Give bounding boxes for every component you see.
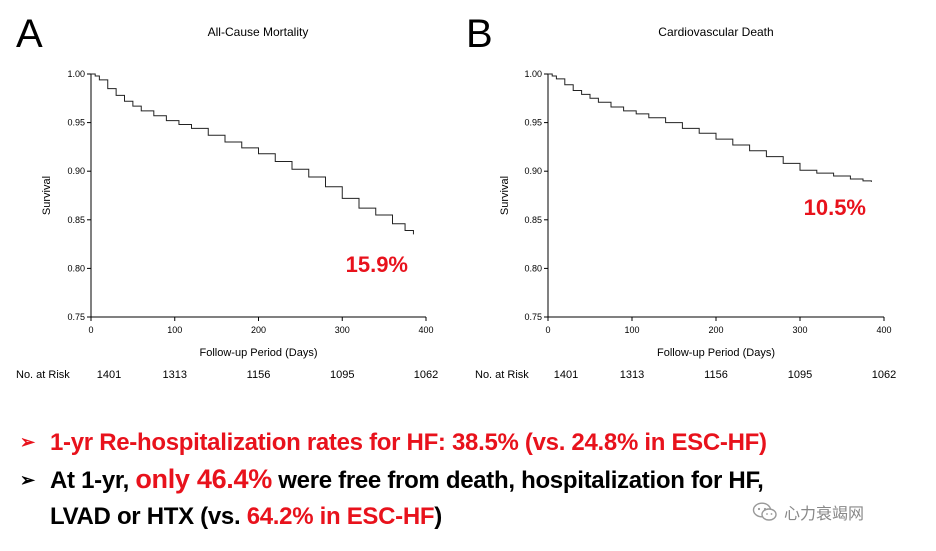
watermark-text: 心力衰竭网	[784, 506, 865, 523]
at-risk-value: 1095	[330, 369, 354, 381]
bullet-event-free-pre: At 1-yr,	[50, 467, 136, 494]
at-risk-value: 1095	[788, 369, 812, 381]
x-tick-label: 400	[418, 325, 433, 335]
x-tick-label: 100	[167, 325, 182, 335]
x-axis-title: Follow-up Period (Days)	[657, 347, 775, 359]
y-tick-label: 0.95	[67, 118, 85, 128]
x-tick-label: 400	[876, 325, 891, 335]
summary-bullets: ➢ 1-yr Re-hospitalization rates for HF: 3…	[20, 424, 920, 535]
at-risk-value: 1156	[247, 369, 271, 381]
y-tick-label: 0.90	[524, 166, 542, 176]
at-risk-value: 1401	[97, 369, 121, 381]
arrow-bullet-icon: ➢	[20, 432, 35, 452]
mortality-annotation: 15.9%	[346, 252, 408, 277]
survival-curve	[548, 73, 872, 182]
y-tick-label: 0.75	[67, 312, 85, 322]
at-risk-value: 1156	[704, 369, 728, 381]
watermark: 心力衰竭网	[752, 500, 864, 524]
y-tick-label: 0.95	[524, 118, 542, 128]
chart-title: Cardiovascular Death	[658, 25, 773, 39]
y-tick-label: 0.85	[67, 215, 85, 225]
bullet-rehospitalization: ➢ 1-yr Re-hospitalization rates for HF: 3…	[20, 424, 920, 461]
panel-a-letter: A	[16, 12, 43, 56]
bullet-event-free-highlight: only 46.4%	[135, 464, 272, 494]
y-tick-label: 1.00	[524, 69, 542, 79]
bullet-continued-post: )	[434, 503, 442, 530]
x-tick-label: 200	[251, 325, 266, 335]
at-risk-value: 1313	[163, 369, 187, 381]
at-risk-value: 1062	[414, 369, 438, 381]
y-tick-label: 0.80	[67, 263, 85, 273]
bullet-continued-pre: LVAD or HTX (vs.	[50, 503, 247, 530]
panel-b-letter: B	[466, 12, 493, 56]
arrow-bullet-icon: ➢	[20, 470, 35, 490]
chart-cardiovascular-death: Cardiovascular Death 1.00 0.95 0.90 0.85 0.80…	[475, 25, 896, 381]
chart-title: All-Cause Mortality	[208, 25, 309, 39]
y-axis-title: Survival	[41, 176, 53, 215]
x-tick-label: 300	[792, 325, 807, 335]
x-tick-label: 0	[88, 325, 93, 335]
bullet-event-free: ➢ At 1-yr, only 46.4% were free from deat…	[20, 461, 920, 499]
wechat-icon	[752, 502, 777, 521]
at-risk-value: 1313	[620, 369, 644, 381]
bullet-event-free-continued: LVAD or HTX (vs. 64.2% in ESC-HF)	[20, 499, 920, 535]
x-tick-label: 100	[624, 325, 639, 335]
bullet-event-free-post: were free from death, hospitalization fo…	[271, 467, 764, 494]
x-tick-label: 0	[545, 325, 550, 335]
y-tick-label: 1.00	[67, 69, 85, 79]
chart-all-cause-mortality: All-Cause Mortality 1.00 0.95 0.90 0.85 0.80 0…	[16, 25, 438, 381]
x-tick-label: 300	[335, 325, 350, 335]
survival-curve	[91, 73, 414, 235]
at-risk-value: 1401	[554, 369, 578, 381]
y-tick-label: 0.90	[67, 166, 85, 176]
x-tick-label: 200	[708, 325, 723, 335]
at-risk-value: 1062	[872, 369, 896, 381]
bullet-rehospitalization-text: 1-yr Re-hospitalization rates for HF: 38…	[50, 429, 767, 456]
y-tick-label: 0.85	[524, 215, 542, 225]
y-tick-label: 0.80	[524, 263, 542, 273]
y-axis-title: Survival	[499, 176, 511, 215]
at-risk-label: No. at Risk	[475, 369, 529, 381]
bullet-continued-highlight: 64.2% in ESC-HF	[246, 503, 435, 530]
y-tick-label: 0.75	[524, 312, 542, 322]
at-risk-label: No. at Risk	[16, 369, 70, 381]
mortality-annotation: 10.5%	[804, 195, 866, 220]
x-axis-title: Follow-up Period (Days)	[200, 347, 318, 359]
